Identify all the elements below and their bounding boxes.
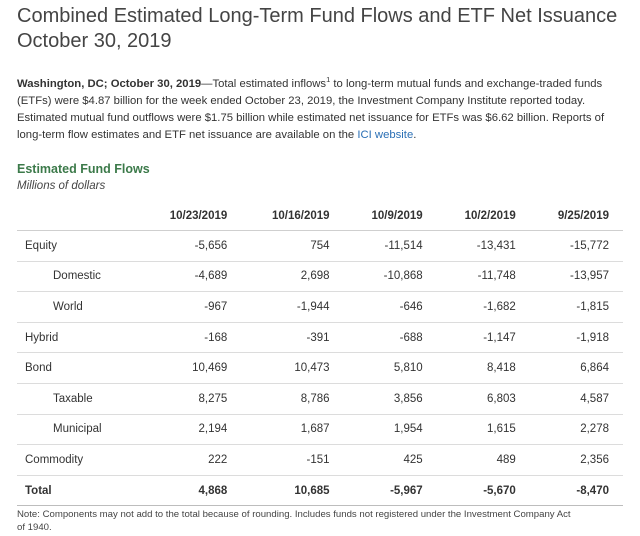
table-cell: -151 <box>241 444 344 476</box>
row-label: Hybrid <box>17 322 139 354</box>
table-cell: -1,815 <box>529 291 623 323</box>
table-cell: -15,772 <box>529 230 623 262</box>
table-row: World -967 -1,944 -646 -1,682 -1,815 <box>17 291 623 323</box>
table-cell: -8,470 <box>529 474 623 507</box>
column-header: 9/25/2019 <box>529 201 623 231</box>
table-row: Hybrid -168 -391 -688 -1,147 -1,918 <box>17 322 623 354</box>
table-cell: 4,868 <box>139 474 242 507</box>
table-cell: -1,682 <box>436 291 530 323</box>
table-cell: 3,856 <box>343 383 437 415</box>
column-header: 10/23/2019 <box>139 201 242 231</box>
table-cell: 754 <box>241 230 344 262</box>
row-label: Taxable <box>17 383 139 415</box>
table-cell: 2,356 <box>529 444 623 476</box>
footnote: Note: Components may not add to the tota… <box>17 509 571 533</box>
table-title: Estimated Fund Flows <box>17 162 150 176</box>
table-cell: 1,615 <box>436 414 530 446</box>
table-subtitle: Millions of dollars <box>17 180 106 192</box>
column-header: 10/2/2019 <box>436 201 530 231</box>
table-cell: -5,967 <box>343 474 437 507</box>
table-cell: 6,864 <box>529 352 623 384</box>
table-row: Equity -5,656 754 -11,514 -13,431 -15,772 <box>17 230 623 262</box>
table-cell: -5,656 <box>139 230 242 262</box>
row-label: Commodity <box>17 444 139 476</box>
table-cell: -1,944 <box>241 291 344 323</box>
table-cell: 8,786 <box>241 383 344 415</box>
table-cell: -5,670 <box>436 474 530 507</box>
table-row: Total 4,868 10,685 -5,967 -5,670 -8,470 <box>17 474 623 507</box>
intro-paragraph: Washington, DC; October 30, 2019—Total e… <box>17 76 623 144</box>
intro-text-end: . <box>413 129 417 141</box>
table-cell: -4,689 <box>139 261 242 293</box>
table-cell: -13,431 <box>436 230 530 262</box>
page-title: Combined Estimated Long-Term Fund Flows … <box>17 5 618 52</box>
ici-website-link[interactable]: ICI website <box>357 129 414 141</box>
table-cell: 4,587 <box>529 383 623 415</box>
fund-flows-table: 10/23/2019 10/16/2019 10/9/2019 10/2/201… <box>17 201 623 507</box>
table-cell: -646 <box>343 291 437 323</box>
table-cell: 2,278 <box>529 414 623 446</box>
table-cell: -13,957 <box>529 261 623 293</box>
column-header: 10/9/2019 <box>343 201 437 231</box>
table-cell: -1,147 <box>436 322 530 354</box>
footnote-marker: 1 <box>326 75 331 85</box>
intro-text-lead: —Total estimated inflows <box>201 78 327 90</box>
table-cell: 1,687 <box>241 414 344 446</box>
row-label: Bond <box>17 352 139 384</box>
table-row: Taxable 8,275 8,786 3,856 6,803 4,587 <box>17 383 623 415</box>
table-cell: -10,868 <box>343 261 437 293</box>
row-label: World <box>17 291 139 323</box>
table-cell: 8,418 <box>436 352 530 384</box>
table-row: Commodity 222 -151 425 489 2,356 <box>17 444 623 476</box>
header-label-cell <box>17 201 139 231</box>
row-label: Total <box>17 474 139 507</box>
table-cell: 1,954 <box>343 414 437 446</box>
table-cell: 2,698 <box>241 261 344 293</box>
table-cell: 10,685 <box>241 474 344 507</box>
table-cell: -168 <box>139 322 242 354</box>
table-cell: -11,514 <box>343 230 437 262</box>
table-cell: 10,473 <box>241 352 344 384</box>
table-cell: -967 <box>139 291 242 323</box>
table-cell: 8,275 <box>139 383 242 415</box>
table-cell: 222 <box>139 444 242 476</box>
table-row: Bond 10,469 10,473 5,810 8,418 6,864 <box>17 352 623 384</box>
table-cell: 10,469 <box>139 352 242 384</box>
table-cell: 6,803 <box>436 383 530 415</box>
table-cell: -1,918 <box>529 322 623 354</box>
intro-dateline: Washington, DC; October 30, 2019 <box>17 78 202 90</box>
table-cell: -11,748 <box>436 261 530 293</box>
table-cell: 2,194 <box>139 414 242 446</box>
table-body: Equity -5,656 754 -11,514 -13,431 -15,772 Dome… <box>17 230 623 507</box>
table-header-row: 10/23/2019 10/16/2019 10/9/2019 10/2/201… <box>17 201 623 231</box>
table-cell: 5,810 <box>343 352 437 384</box>
row-label: Equity <box>17 230 139 262</box>
column-header: 10/16/2019 <box>241 201 344 231</box>
row-label: Municipal <box>17 414 139 446</box>
intro-text-body: to long-term mutual funds and exchange-t… <box>17 78 605 141</box>
table-cell: -688 <box>343 322 437 354</box>
table-cell: 425 <box>343 444 437 476</box>
table-cell: -391 <box>241 322 344 354</box>
table-row: Domestic -4,689 2,698 -10,868 -11,748 -13,957 <box>17 261 623 293</box>
table-cell: 489 <box>436 444 530 476</box>
table-row: Municipal 2,194 1,687 1,954 1,615 2,278 <box>17 414 623 446</box>
row-label: Domestic <box>17 261 139 293</box>
